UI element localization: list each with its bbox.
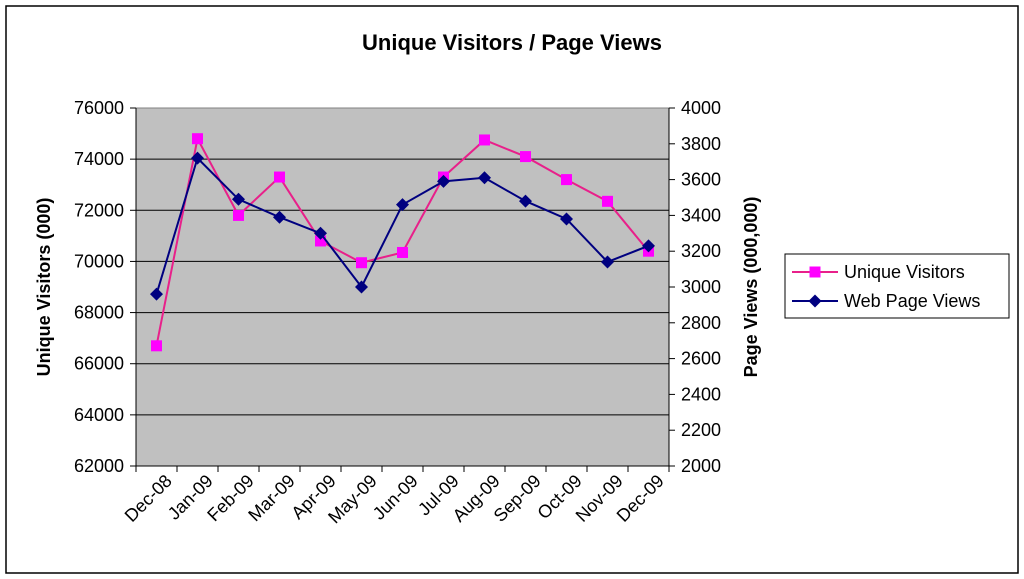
y-right-tick-label: 3800 [681,134,721,154]
data-point [561,174,572,186]
legend-items: Unique Visitors Web Page Views [792,262,980,311]
y-left-tick-label: 76000 [74,98,124,118]
legend: Unique Visitors Web Page Views [784,253,1010,319]
y-left-tick-label: 62000 [74,456,124,476]
legend-item: Web Page Views [792,291,980,311]
y-left-tick-label: 64000 [74,405,124,425]
y-right-tick-label: 2600 [681,349,721,369]
y-left-tick-label: 68000 [74,303,124,323]
y-right-tick-label: 3000 [681,277,721,297]
y-right-tick-label: 3600 [681,170,721,190]
y-left-tick-label: 70000 [74,251,124,271]
y-right-tick-label: 3400 [681,205,721,225]
data-point [232,192,245,206]
data-point [560,212,573,226]
y-right-tick-label: 3200 [681,241,721,261]
data-point [151,340,162,352]
data-point [150,287,163,301]
data-point [192,133,203,145]
chart-title: Unique Visitors / Page Views [362,30,662,55]
y-left-tick-label: 74000 [74,149,124,169]
y-right-tick-label: 2200 [681,420,721,440]
data-point [520,151,531,163]
legend-label: Web Page Views [844,291,980,311]
plot-area [135,107,670,467]
data-point [602,195,613,207]
legend-item: Unique Visitors [792,262,965,282]
series-2 [150,151,655,301]
data-point [601,255,614,269]
data-point [273,210,286,224]
y-right-tick-label: 4000 [681,98,721,118]
y-right-tick-label: 2000 [681,456,721,476]
y-right-tick-label: 2400 [681,384,721,404]
data-point [519,194,532,208]
data-point [478,171,491,185]
legend-box [784,253,1010,319]
data-point [274,171,285,183]
data-point [233,209,244,221]
y-left-tick-label: 66000 [74,354,124,374]
legend-marker [809,266,821,278]
y-left-tick-label: 72000 [74,200,124,220]
data-point [479,134,490,146]
y-left-axis-title: Unique Visitors (000) [34,198,54,377]
legend-label: Unique Visitors [844,262,965,282]
data-point [396,198,409,212]
y-right-axis-title: Page Views (000,000) [741,197,761,378]
data-point [355,280,368,294]
data-point [397,246,408,258]
data-point [437,174,450,188]
data-point [356,257,367,269]
y-right-tick-label: 2800 [681,313,721,333]
series-layer [150,133,655,352]
legend-marker [808,294,822,308]
data-point [314,226,327,240]
data-point [642,239,655,253]
series-1 [151,133,654,352]
data-point [315,235,326,247]
data-point [191,151,204,165]
